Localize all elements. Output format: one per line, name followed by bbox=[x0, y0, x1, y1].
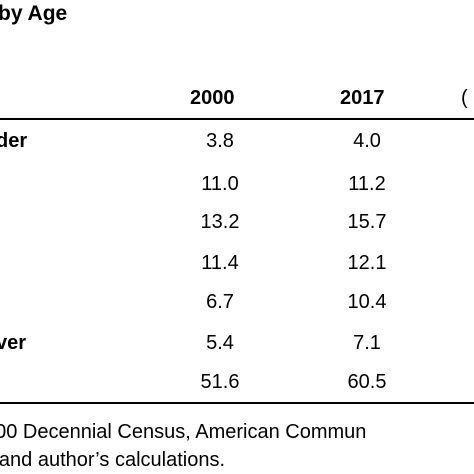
bottom-rule bbox=[0, 402, 474, 404]
cell-2000: 51.6 bbox=[200, 371, 240, 393]
header-2000: 2000 bbox=[190, 87, 235, 109]
row-label: ver bbox=[0, 332, 27, 354]
table-title: by Age bbox=[0, 2, 68, 25]
cell-2017: 7.1 bbox=[353, 332, 381, 354]
cell-2017: 60.5 bbox=[347, 371, 387, 393]
cell-2000: 11.0 bbox=[201, 173, 239, 195]
cell-2017: 12.1 bbox=[347, 252, 387, 274]
cell-2017: 11.2 bbox=[348, 173, 386, 195]
cell-2000: 5.4 bbox=[206, 332, 234, 354]
source-note-line-1: 000 Decennial Census, American Commun bbox=[0, 421, 367, 443]
cell-2000: 3.8 bbox=[206, 130, 234, 152]
cell-2000: 13.2 bbox=[200, 211, 240, 233]
header-rule bbox=[0, 118, 474, 120]
cell-2017: 4.0 bbox=[353, 130, 381, 152]
row-label: der bbox=[0, 130, 28, 152]
cell-2017: 15.7 bbox=[347, 211, 387, 233]
cell-2000: 11.4 bbox=[201, 252, 239, 274]
header-2017: 2017 bbox=[340, 87, 385, 109]
cell-2017: 10.4 bbox=[347, 291, 387, 313]
header-extra: ( bbox=[461, 87, 468, 109]
source-note-line-2: ', and author’s calculations. bbox=[0, 449, 226, 471]
cell-2000: 6.7 bbox=[206, 291, 234, 313]
